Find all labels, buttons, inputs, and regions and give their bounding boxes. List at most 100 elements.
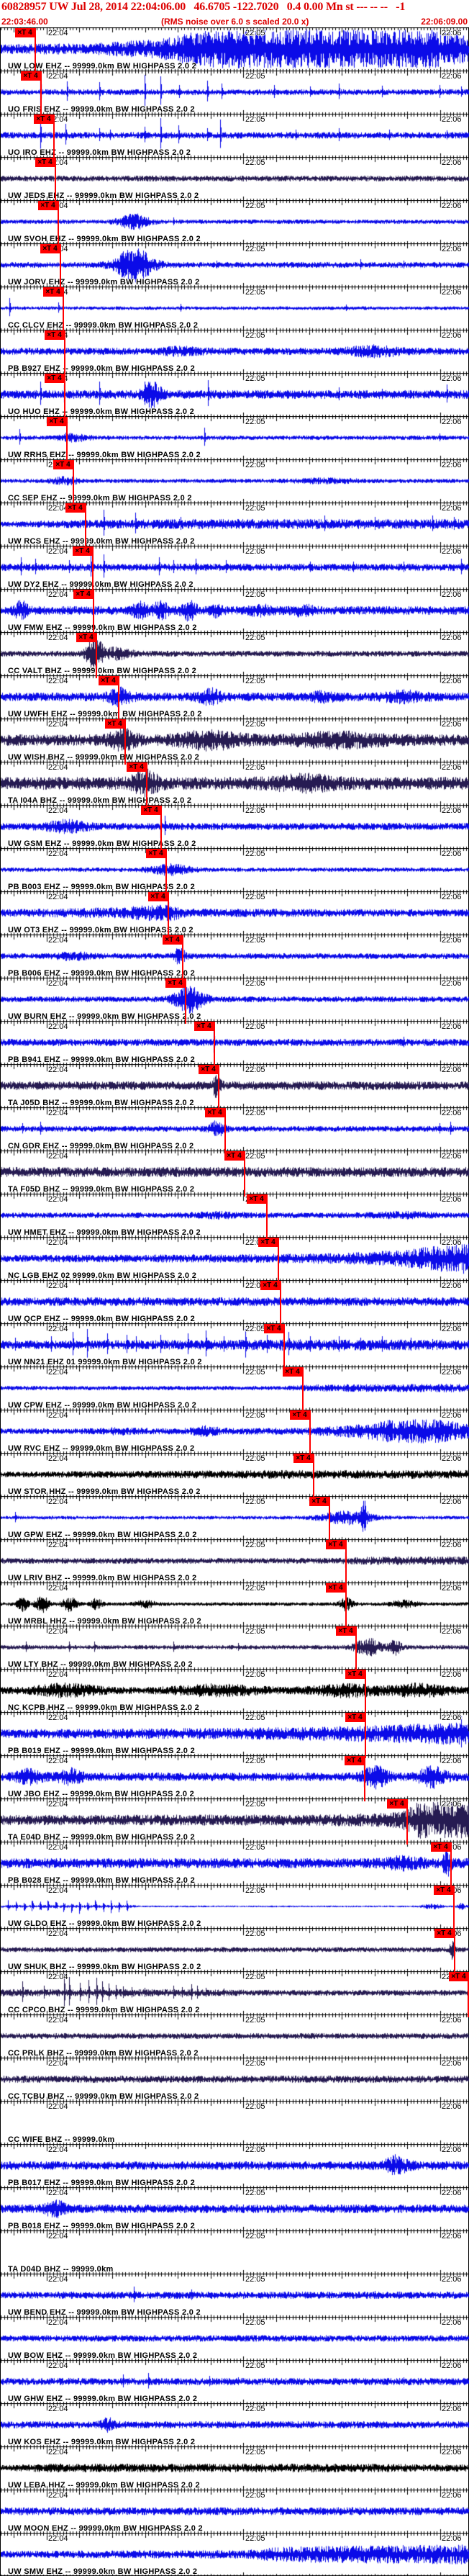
pick-flag[interactable]: ×T 4 bbox=[34, 114, 53, 124]
waveform-canvas-lriv[interactable] bbox=[1, 1539, 469, 1582]
pick-flag[interactable]: ×T 4 bbox=[434, 1929, 454, 1938]
waveform-canvas-bend[interactable] bbox=[1, 2274, 469, 2317]
waveform-canvas-b019[interactable] bbox=[1, 1712, 469, 1755]
waveform-canvas-ot3[interactable] bbox=[1, 891, 469, 935]
waveform-canvas-rvc[interactable] bbox=[1, 1410, 469, 1453]
pick-flag[interactable]: ×T 4 bbox=[326, 1540, 345, 1549]
waveform-canvas-jeds[interactable] bbox=[1, 157, 469, 200]
pick-flag[interactable]: ×T 4 bbox=[47, 417, 66, 426]
waveform-canvas-moon[interactable] bbox=[1, 2490, 469, 2533]
waveform-canvas-gsm[interactable] bbox=[1, 805, 469, 848]
waveform-canvas-i04a[interactable] bbox=[1, 762, 469, 805]
waveform-canvas-b006[interactable] bbox=[1, 935, 469, 978]
pick-flag[interactable]: ×T 4 bbox=[35, 158, 55, 167]
pick-flag[interactable]: ×T 4 bbox=[65, 503, 85, 513]
pick-flag[interactable]: ×T 4 bbox=[260, 1281, 280, 1290]
pick-flag[interactable]: ×T 4 bbox=[73, 546, 92, 556]
waveform-canvas-iro[interactable] bbox=[1, 114, 469, 157]
pick-flag[interactable]: ×T 4 bbox=[345, 1756, 364, 1765]
pick-flag[interactable]: ×T 4 bbox=[199, 1065, 218, 1074]
waveform-canvas-cpco[interactable] bbox=[1, 1971, 469, 2014]
waveform-canvas-gpw[interactable] bbox=[1, 1496, 469, 1539]
waveform-canvas-lgb[interactable] bbox=[1, 1237, 469, 1280]
waveform-canvas-sep[interactable] bbox=[1, 459, 469, 503]
waveform-canvas-b028[interactable] bbox=[1, 1842, 469, 1885]
pick-flag[interactable]: ×T 4 bbox=[258, 1238, 278, 1247]
waveform-canvas-kos[interactable] bbox=[1, 2403, 469, 2446]
pick-flag[interactable]: ×T 4 bbox=[38, 201, 58, 210]
pick-flag[interactable]: ×T 4 bbox=[99, 676, 118, 685]
waveform-canvas-cpw[interactable] bbox=[1, 1366, 469, 1410]
waveform-canvas-b003[interactable] bbox=[1, 848, 469, 891]
waveform-canvas-gdr[interactable] bbox=[1, 1107, 469, 1150]
waveform-canvas-low[interactable] bbox=[1, 27, 469, 71]
waveform-canvas-b927[interactable] bbox=[1, 330, 469, 373]
pick-flag[interactable]: ×T 4 bbox=[387, 1799, 406, 1809]
waveform-canvas-ghw[interactable] bbox=[1, 2360, 469, 2403]
pick-flag[interactable]: ×T 4 bbox=[45, 374, 64, 383]
pick-flag[interactable]: ×T 4 bbox=[431, 1842, 450, 1852]
waveform-canvas-b018[interactable] bbox=[1, 2187, 469, 2230]
waveform-canvas-svoh[interactable] bbox=[1, 200, 469, 243]
waveform-canvas-leba[interactable] bbox=[1, 2446, 469, 2490]
waveform-canvas-rrhs[interactable] bbox=[1, 416, 469, 459]
waveform-canvas-nn21[interactable] bbox=[1, 1323, 469, 1366]
pick-flag[interactable]: ×T 4 bbox=[21, 71, 40, 81]
pick-flag[interactable]: ×T 4 bbox=[293, 1454, 313, 1463]
pick-flag[interactable]: ×T 4 bbox=[53, 460, 73, 469]
station-label: UW DY2 EHZ -- 99999.0km BW HIGHPASS 2.0 … bbox=[8, 580, 193, 589]
waveform-canvas-tcbu[interactable] bbox=[1, 2058, 469, 2101]
pick-flag[interactable]: ×T 4 bbox=[45, 330, 64, 340]
waveform-canvas-b017[interactable] bbox=[1, 2144, 469, 2187]
pick-flag[interactable]: ×T 4 bbox=[283, 1367, 302, 1377]
pick-flag[interactable]: ×T 4 bbox=[105, 719, 124, 729]
pick-flag[interactable]: ×T 4 bbox=[264, 1324, 283, 1333]
waveform-canvas-fris[interactable] bbox=[1, 71, 469, 114]
pick-flag[interactable]: ×T 4 bbox=[15, 28, 35, 37]
waveform-canvas-d04d[interactable] bbox=[1, 2230, 469, 2274]
waveform-canvas-wish[interactable] bbox=[1, 719, 469, 762]
pick-flag[interactable]: ×T 4 bbox=[165, 978, 185, 988]
waveform-canvas-b941[interactable] bbox=[1, 1021, 469, 1064]
waveform-canvas-hmet[interactable] bbox=[1, 1194, 469, 1237]
waveform-canvas-stor[interactable] bbox=[1, 1453, 469, 1496]
waveform-canvas-j05d[interactable] bbox=[1, 1064, 469, 1107]
pick-flag[interactable]: ×T 4 bbox=[205, 1108, 224, 1117]
waveform-canvas-jorv[interactable] bbox=[1, 243, 469, 287]
pick-flag[interactable]: ×T 4 bbox=[127, 762, 146, 772]
waveform-canvas-gldo[interactable] bbox=[1, 1885, 469, 1928]
waveform-canvas-lty[interactable] bbox=[1, 1626, 469, 1669]
pick-flag[interactable]: ×T 4 bbox=[40, 244, 60, 253]
pick-flag[interactable]: ×T 4 bbox=[449, 1972, 468, 1981]
pick-flag[interactable]: ×T 4 bbox=[336, 1626, 355, 1636]
waveform-canvas-shuk[interactable] bbox=[1, 1928, 469, 1971]
pick-flag[interactable]: ×T 4 bbox=[290, 1410, 309, 1420]
waveform-canvas-clcv[interactable] bbox=[1, 287, 469, 330]
pick-flag[interactable]: ×T 4 bbox=[73, 590, 93, 599]
pick-flag[interactable]: ×T 4 bbox=[345, 1713, 365, 1722]
pick-flag[interactable]: ×T 4 bbox=[76, 633, 96, 642]
pick-flag[interactable]: ×T 4 bbox=[345, 1670, 365, 1679]
pick-flag[interactable]: ×T 4 bbox=[326, 1583, 345, 1593]
waveform-canvas-kcpb[interactable] bbox=[1, 1669, 469, 1712]
pick-flag[interactable]: ×T 4 bbox=[141, 806, 160, 815]
waveform-canvas-wife[interactable] bbox=[1, 2101, 469, 2144]
waveform-canvas-prlk[interactable] bbox=[1, 2014, 469, 2058]
pick-flag[interactable]: ×T 4 bbox=[43, 287, 63, 297]
waveform-canvas-burn[interactable] bbox=[1, 978, 469, 1021]
pick-flag[interactable]: ×T 4 bbox=[146, 849, 165, 858]
pick-flag[interactable]: ×T 4 bbox=[309, 1497, 329, 1506]
pick-flag[interactable]: ×T 4 bbox=[224, 1151, 244, 1161]
waveform-canvas-mrbl[interactable] bbox=[1, 1582, 469, 1626]
pick-flag[interactable]: ×T 4 bbox=[148, 892, 168, 901]
waveform-canvas-huo[interactable] bbox=[1, 373, 469, 416]
pick-flag[interactable]: ×T 4 bbox=[194, 1022, 214, 1031]
pick-flag[interactable]: ×T 4 bbox=[247, 1194, 266, 1204]
waveform-canvas-qcp[interactable] bbox=[1, 1280, 469, 1323]
waveform-canvas-smw[interactable] bbox=[1, 2533, 469, 2576]
waveform-canvas-jbo[interactable] bbox=[1, 1755, 469, 1798]
pick-flag[interactable]: ×T 4 bbox=[163, 935, 182, 945]
pick-flag[interactable]: ×T 4 bbox=[434, 1886, 453, 1895]
waveform-canvas-uwfh[interactable] bbox=[1, 675, 469, 719]
waveform-canvas-bow[interactable] bbox=[1, 2317, 469, 2360]
